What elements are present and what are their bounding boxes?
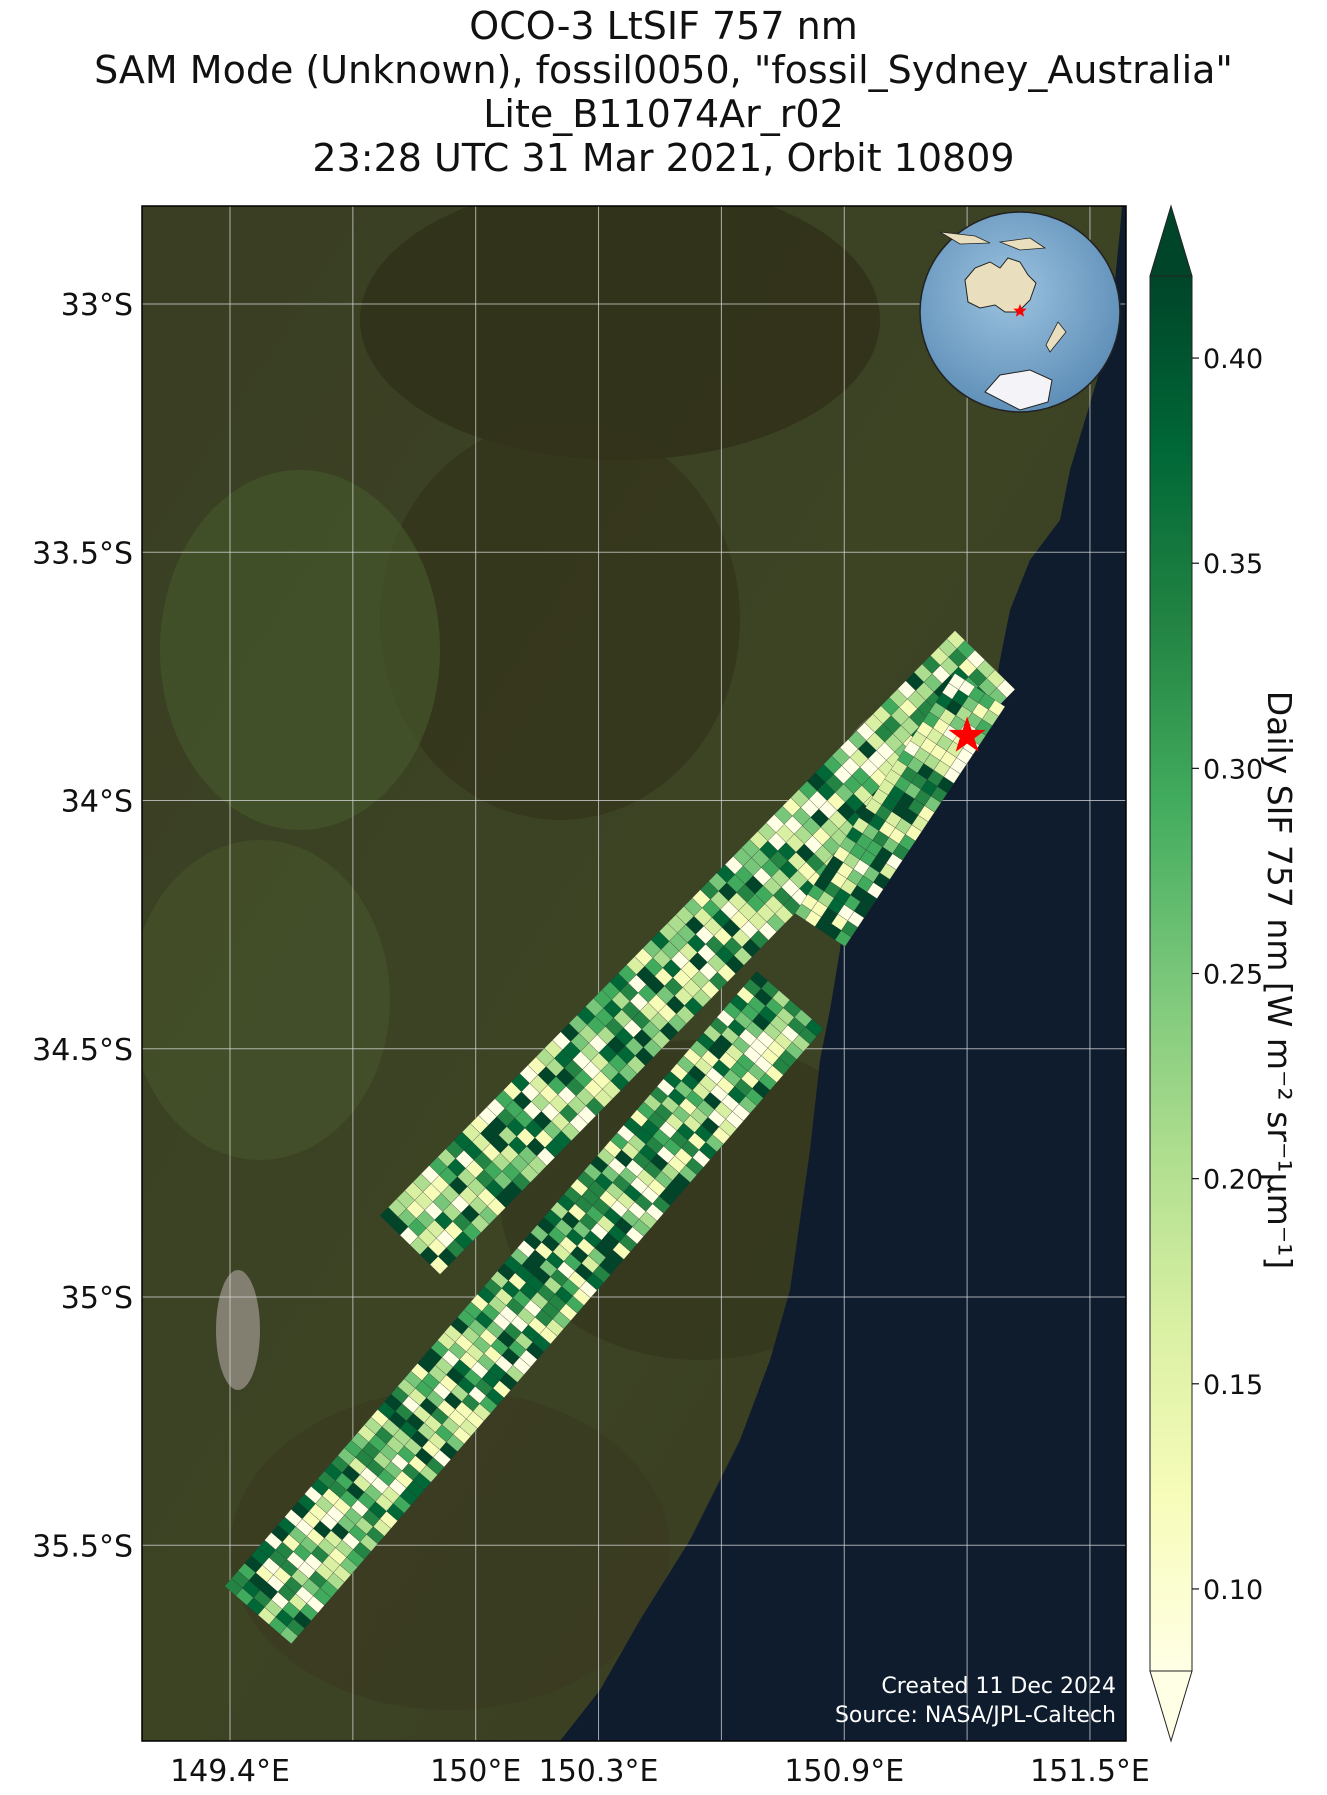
lake-george — [216, 1270, 260, 1390]
colorbar-tick-label: 0.25 — [1203, 960, 1263, 991]
y-axis-ticks: 33°S 33.5°S 34°S 34.5°S 35°S 35.5°S — [32, 288, 133, 1564]
colorbar-extend-min — [1149, 1670, 1193, 1743]
title-line-2: SAM Mode (Unknown), fossil0050, "fossil_… — [94, 48, 1233, 92]
colorbar-extend-max — [1149, 204, 1193, 277]
x-tick-label: 149.4°E — [170, 1754, 290, 1789]
y-tick-label: 35.5°S — [32, 1529, 133, 1564]
colorbar-tick-label: 0.30 — [1203, 754, 1263, 785]
terrain-patch — [380, 420, 740, 820]
target-star-marker[interactable] — [948, 716, 986, 752]
x-tick-label: 151.5°E — [1030, 1754, 1150, 1789]
colorbar-label: Daily SIF 757 nm [W m⁻² sr⁻¹μm⁻¹] — [1260, 691, 1299, 1270]
x-axis-ticks: 149.4°E 150°E 150.3°E 150.9°E 151.5°E — [170, 1754, 1150, 1789]
antarctica — [984, 369, 1053, 411]
colorbar-tick-label: 0.40 — [1203, 344, 1263, 375]
colorbar-ticks: 0.10 0.15 0.20 0.25 0.30 0.35 0.40 — [1192, 344, 1263, 1606]
title-line-4: 23:28 UTC 31 Mar 2021, Orbit 10809 — [312, 136, 1015, 180]
new-guinea — [998, 237, 1047, 251]
terrain-patch — [360, 206, 880, 460]
colorbar-tick-label: 0.10 — [1203, 1575, 1263, 1606]
x-tick-label: 150.9°E — [784, 1754, 904, 1789]
credit-source: Source: NASA/JPL-Caltech — [835, 1703, 1116, 1728]
y-tick-label: 34.5°S — [32, 1033, 133, 1068]
colorbar: 0.10 0.15 0.20 0.25 0.30 0.35 0.40 Daily SIF 7… — [1149, 204, 1299, 1743]
title-line-3: Lite_B11074Ar_r02 — [483, 92, 844, 136]
x-tick-label: 150.3°E — [539, 1754, 659, 1789]
ocean — [560, 206, 1126, 1741]
terrain-patch — [142, 840, 390, 1160]
sif-swaths — [224, 630, 1016, 1645]
sif-footprint — [805, 1018, 824, 1037]
sif-footprint — [988, 699, 1006, 717]
colorbar-tick-label: 0.15 — [1203, 1370, 1263, 1401]
colorbar-tick-label: 0.20 — [1203, 1165, 1263, 1196]
colorbar-body — [1149, 275, 1193, 1672]
title-line-1: OCO-3 LtSIF 757 nm — [469, 4, 858, 48]
inset-globe — [919, 211, 1121, 413]
new-zealand — [1045, 321, 1067, 353]
x-tick-label: 150°E — [430, 1754, 521, 1789]
terrain-patch — [160, 470, 440, 830]
y-tick-label: 34°S — [61, 785, 133, 820]
figure-title: OCO-3 LtSIF 757 nm SAM Mode (Unknown), f… — [0, 4, 1327, 180]
y-tick-label: 33.5°S — [32, 536, 133, 571]
australia-landmass — [964, 257, 1037, 313]
indonesia — [939, 231, 991, 245]
y-tick-label: 33°S — [61, 288, 133, 323]
credit-created: Created 11 Dec 2024 — [881, 1674, 1116, 1699]
colorbar-tick-label: 0.35 — [1203, 549, 1263, 580]
sif-footprint — [996, 679, 1016, 699]
inset-star-icon — [1013, 304, 1027, 317]
map-panel[interactable] — [130, 180, 1126, 1741]
y-tick-label: 35°S — [61, 1281, 133, 1316]
map-frame — [141, 205, 1127, 1742]
